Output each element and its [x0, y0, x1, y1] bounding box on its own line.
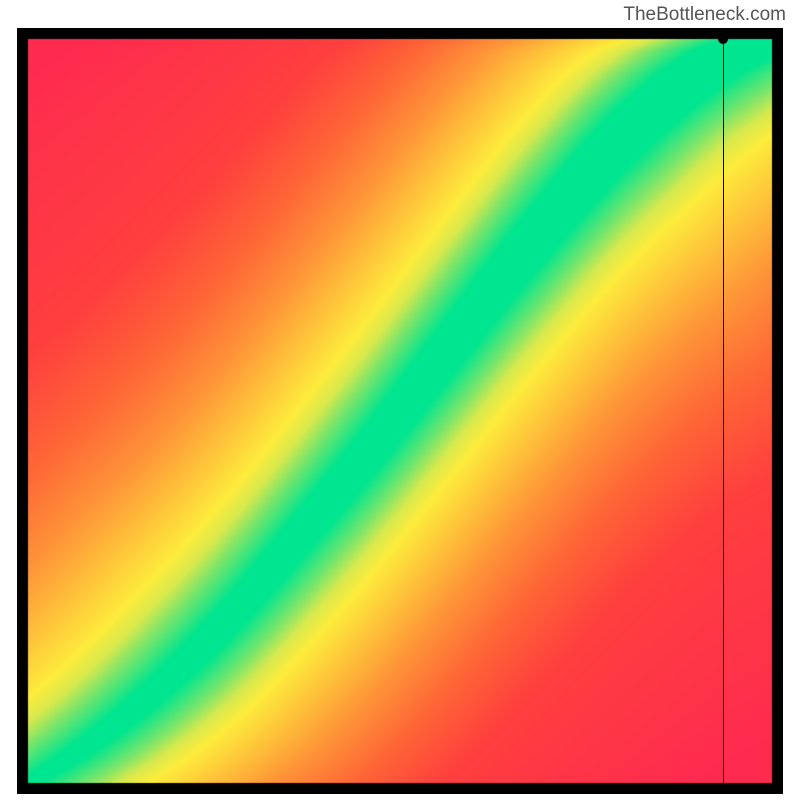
- vertical-indicator-line: [723, 39, 724, 783]
- bottleneck-heatmap: [17, 28, 783, 794]
- attribution-text: TheBottleneck.com: [623, 4, 786, 26]
- current-point-marker: [718, 34, 728, 44]
- chart-container: TheBottleneck.com: [0, 0, 800, 800]
- heatmap-canvas: [17, 28, 783, 794]
